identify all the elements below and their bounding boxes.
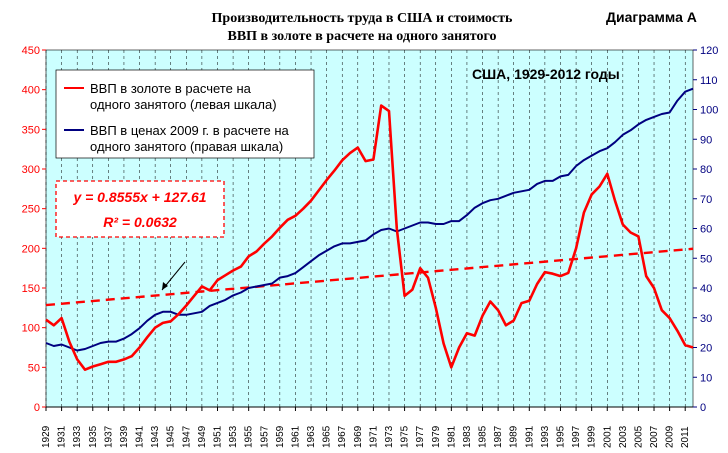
- x-tick-label: 1997: [571, 425, 582, 448]
- left-tick-label: 150: [22, 283, 40, 295]
- legend-label-gold-2: одного занятого (левая шкала): [90, 97, 277, 112]
- x-axis: 1929 1931 1933 1935 1937 1939 1941 1943 1945 1947…: [41, 407, 691, 448]
- x-tick-label: 1945: [166, 425, 177, 448]
- trendline-label: y = 0.8555x + 127.61 R² = 0.0632: [55, 180, 225, 291]
- x-tick-label: 2005: [633, 425, 644, 448]
- right-tick-label: 30: [700, 313, 712, 325]
- x-tick-label: 1943: [150, 425, 161, 448]
- x-tick-label: 2003: [618, 425, 629, 448]
- left-tick-label: 250: [22, 204, 40, 216]
- trendline: [45, 247, 694, 307]
- legend-box: [55, 69, 315, 159]
- x-tick-label: 1957: [259, 425, 270, 448]
- right-tick-label: 120: [700, 45, 718, 57]
- x-tick-label: 1961: [290, 425, 301, 448]
- x-tick-label: 1989: [509, 425, 520, 448]
- x-tick-label: 1949: [197, 425, 208, 448]
- x-tick-label: 1953: [228, 425, 239, 448]
- x-tick-label: 1993: [540, 425, 551, 448]
- chart-title-line1: Производительность труда в США и стоимос…: [212, 11, 513, 26]
- x-tick-label: 2001: [602, 425, 613, 448]
- trendline-pointer-arrowhead: [162, 282, 168, 290]
- right-axis: 0 10 20 30 40 50 60 70 80 90 100 110 120: [693, 45, 718, 414]
- x-tick-label: 1981: [446, 425, 457, 448]
- chart-tag: Диаграмма А: [606, 9, 697, 25]
- x-tick-label: 1959: [275, 425, 286, 448]
- left-tick-label: 200: [22, 243, 40, 255]
- left-tick-label: 300: [22, 164, 40, 176]
- x-tick-label: 1971: [368, 425, 379, 448]
- x-tick-label: 1939: [119, 425, 130, 448]
- x-tick-label: 1941: [135, 425, 146, 448]
- left-tick-label: 350: [22, 124, 40, 136]
- right-tick-label: 70: [700, 194, 712, 206]
- x-tick-label: 1935: [88, 425, 99, 448]
- x-tick-label: 1969: [353, 425, 364, 448]
- x-tick-label: 1983: [462, 425, 473, 448]
- right-tick-label: 20: [700, 343, 712, 355]
- x-tick-label: 1999: [587, 425, 598, 448]
- legend-label-real-1: ВВП в ценах 2009 г. в расчете на: [90, 123, 290, 138]
- right-tick-label: 10: [700, 372, 712, 384]
- x-tick-label: 1965: [322, 425, 333, 448]
- left-tick-label: 100: [22, 323, 40, 335]
- legend-label-real-2: одного занятого (правая шкала): [90, 139, 283, 154]
- right-tick-label: 50: [700, 253, 712, 265]
- x-tick-label: 1973: [384, 425, 395, 448]
- x-tick-label: 2011: [680, 426, 691, 448]
- left-tick-label: 0: [34, 402, 40, 414]
- right-tick-label: 60: [700, 224, 712, 236]
- x-tick-label: 1995: [555, 425, 566, 448]
- x-tick-label: 1931: [57, 425, 68, 448]
- left-axis: 0 50 100 150 200 250 300 350 400 450: [22, 45, 46, 414]
- trendline-equation: y = 0.8555x + 127.61: [72, 189, 206, 205]
- chart-title-line2: ВВП в золоте в расчете на одного занятог…: [227, 29, 496, 44]
- x-tick-label: 1947: [181, 425, 192, 448]
- series-line-gold-gdp: [45, 104, 694, 371]
- right-tick-label: 110: [700, 75, 718, 87]
- x-tick-label: 1929: [41, 425, 52, 448]
- x-tick-label: 2009: [665, 425, 676, 448]
- legend-label-gold-1: ВВП в золоте в расчете на: [90, 81, 252, 96]
- x-tick-label: 1975: [400, 425, 411, 448]
- left-tick-label: 450: [22, 45, 40, 57]
- right-tick-label: 100: [700, 105, 718, 117]
- legend: ВВП в золоте в расчете на одного занятог…: [55, 69, 315, 159]
- x-tick-label: 1951: [212, 425, 223, 448]
- chart-annotation: США, 1929-2012 годы: [472, 66, 620, 82]
- x-tick-label: 1985: [478, 425, 489, 448]
- x-tick-label: 1977: [415, 425, 426, 448]
- trendline-label-box: [55, 180, 225, 238]
- right-tick-label: 40: [700, 283, 712, 295]
- x-tick-label: 1967: [337, 425, 348, 448]
- x-tick-label: 2007: [649, 425, 660, 448]
- series-line-real-gdp: [45, 87, 694, 352]
- left-tick-label: 50: [28, 362, 40, 374]
- x-tick-label: 1933: [72, 425, 83, 448]
- x-tick-label: 1979: [431, 425, 442, 448]
- right-tick-label: 90: [700, 134, 712, 146]
- left-tick-label: 400: [22, 85, 40, 97]
- x-tick-label: 1991: [524, 425, 535, 448]
- x-tick-label: 1955: [244, 425, 255, 448]
- x-tick-label: 1987: [493, 425, 504, 448]
- right-tick-label: 80: [700, 164, 712, 176]
- x-tick-label: 1963: [306, 425, 317, 448]
- trendline-r2: R² = 0.0632: [103, 214, 177, 230]
- x-tick-label: 1937: [103, 425, 114, 448]
- right-tick-label: 0: [700, 402, 706, 414]
